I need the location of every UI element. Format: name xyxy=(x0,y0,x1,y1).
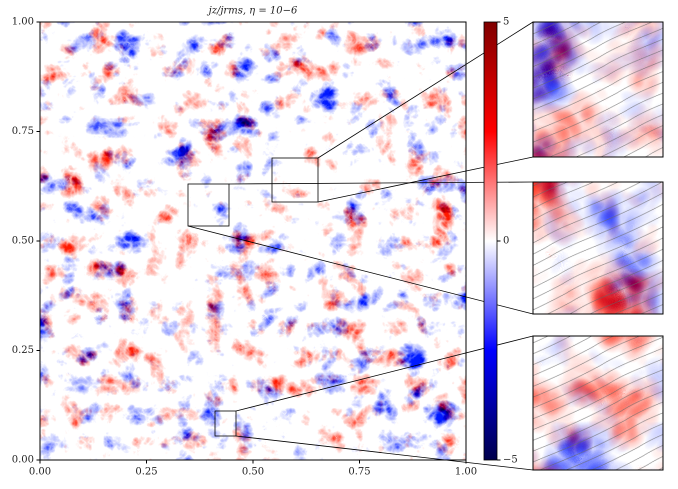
streamlines xyxy=(533,22,663,157)
colorbar xyxy=(484,22,497,460)
y-tick-label: 0.00 xyxy=(12,455,34,466)
streamlines xyxy=(533,336,663,470)
colorbar-tick-label: 0 xyxy=(503,236,509,247)
x-tick-label: 0.50 xyxy=(242,467,264,478)
current-field xyxy=(40,22,466,460)
streamlines xyxy=(533,182,663,314)
insets xyxy=(533,22,663,470)
chart-title: jz/jrms, η = 10−6 xyxy=(207,6,298,17)
x-tick-label: 0.75 xyxy=(348,467,370,478)
figure: jz/jrms, η = 10−6 0.00 0.25 0.50 0.75 1.00 0.… xyxy=(0,0,678,489)
x-tick-label: 0.25 xyxy=(135,467,157,478)
y-tick-label: 0.25 xyxy=(12,345,34,356)
colorbar-tick-label: −5 xyxy=(503,455,518,466)
x-tick-label: 1.00 xyxy=(455,467,477,478)
y-tick-label: 0.75 xyxy=(12,126,34,137)
colorbar-tick-label: 5 xyxy=(503,17,509,28)
y-tick-label: 0.50 xyxy=(12,236,34,247)
y-tick-label: 1.00 xyxy=(12,17,34,28)
x-tick-label: 0.00 xyxy=(29,467,51,478)
